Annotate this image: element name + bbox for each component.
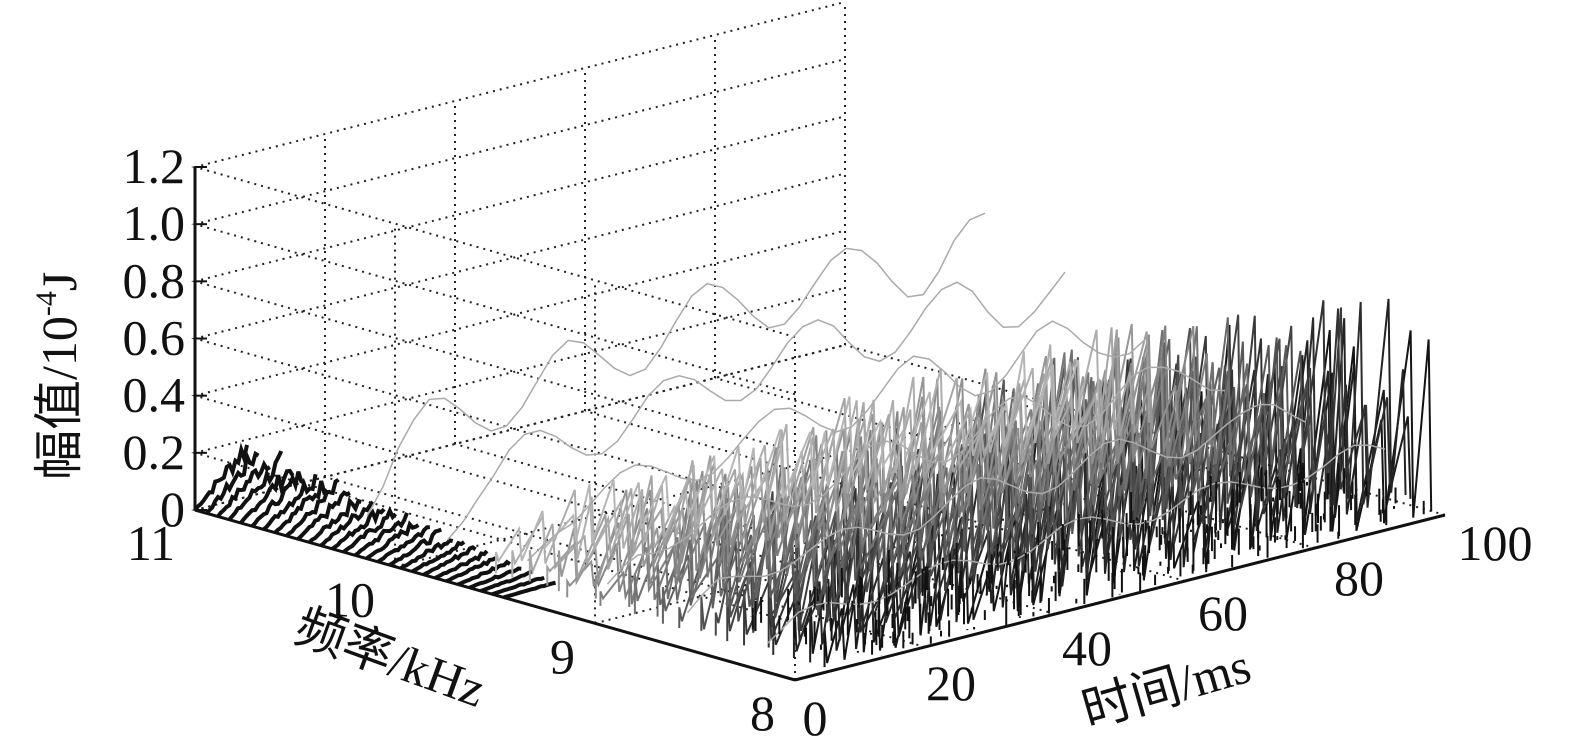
z-tick-label: 1.0 bbox=[123, 195, 186, 251]
surface-ridge bbox=[772, 301, 1391, 655]
surface-curve bbox=[446, 271, 1066, 541]
time-tick-label: 0 bbox=[803, 690, 828, 746]
floor-grid-time bbox=[324, 476, 926, 648]
surface-ridge bbox=[495, 351, 1082, 574]
surface-ridge bbox=[628, 352, 1213, 607]
surface-curve bbox=[366, 212, 986, 516]
surface-ridge bbox=[528, 327, 1134, 582]
surface-wedge-line bbox=[491, 575, 545, 597]
z-tick-label: 0.4 bbox=[123, 367, 186, 423]
surface-wedge-line bbox=[457, 559, 512, 587]
surface-wedge-line bbox=[342, 505, 398, 554]
surface-wedge-line bbox=[353, 512, 409, 558]
time-tick-label: 40 bbox=[1062, 620, 1112, 676]
floor-grid-time bbox=[454, 443, 1056, 615]
z-tick-label: 1.2 bbox=[123, 138, 186, 194]
surface-wedge-line bbox=[331, 507, 386, 551]
surface-wedge-line bbox=[227, 450, 284, 521]
floor-grid-time bbox=[714, 377, 1316, 549]
surface-wedge-line bbox=[307, 497, 362, 544]
time-tick-label: 80 bbox=[1334, 550, 1384, 606]
z-tick-label: 0.6 bbox=[123, 310, 186, 366]
surface-wedge-line bbox=[434, 549, 489, 580]
surface-wedge-line bbox=[480, 569, 534, 593]
z-tick-label: 0.8 bbox=[123, 252, 186, 308]
axis-lines bbox=[193, 166, 1446, 682]
surface-wedge-line bbox=[422, 545, 477, 577]
surface-curve bbox=[766, 444, 1386, 644]
z-tick-label: 0 bbox=[160, 481, 185, 537]
grid-lines bbox=[191, 1, 1446, 681]
grid-line-z bbox=[191, 58, 846, 396]
surface-mesh bbox=[193, 212, 1433, 668]
surface-ridge bbox=[809, 355, 1412, 663]
surface-wedge-line bbox=[285, 478, 340, 538]
freq-tick-label: 8 bbox=[750, 685, 775, 741]
y-axis-label: 频率/kHz bbox=[288, 598, 492, 718]
z-tick-label: 0.2 bbox=[123, 424, 186, 480]
z-axis-label-text: 幅值/10 bbox=[31, 316, 87, 480]
surface-wedge-line bbox=[204, 448, 260, 515]
surface-wedge-line bbox=[296, 490, 351, 541]
grid-line-z bbox=[191, 1, 846, 338]
z-axis-label: 幅值/10-4J bbox=[30, 272, 87, 480]
surface-wedge-line bbox=[365, 520, 420, 561]
freq-tick-label: 11 bbox=[127, 515, 175, 571]
time-tick-label: 60 bbox=[1198, 585, 1248, 641]
surface-wedge-line bbox=[388, 527, 442, 567]
surface-wedge-line bbox=[273, 480, 329, 535]
surface-wedge-line bbox=[319, 500, 375, 548]
surface-wedge-line bbox=[262, 473, 318, 531]
surface-wedge-line bbox=[445, 556, 499, 584]
surface-wedge-line bbox=[216, 459, 271, 518]
z-axis-label-unit: J bbox=[31, 272, 87, 291]
time-axis-line bbox=[794, 513, 1446, 682]
grid-line-z bbox=[191, 115, 846, 453]
freq-tick-label: 9 bbox=[550, 628, 575, 684]
surface-ridge bbox=[511, 329, 1101, 578]
surface-wedge-line bbox=[250, 471, 305, 528]
floor-grid-time bbox=[584, 410, 1186, 582]
freq-tick-label: 10 bbox=[325, 572, 375, 628]
time-tick-label: 20 bbox=[926, 655, 976, 711]
surface-curve bbox=[526, 320, 1146, 562]
surface-curve bbox=[686, 403, 1306, 614]
time-tick-label: 100 bbox=[1458, 515, 1533, 571]
z-axis-label-exponent: -4 bbox=[30, 291, 63, 316]
surface-wedge-line bbox=[376, 525, 430, 564]
surface-ridge bbox=[557, 323, 1154, 592]
surface-curve bbox=[606, 366, 1226, 585]
surface-wedge-line bbox=[411, 540, 466, 574]
freq-axis-line bbox=[194, 508, 796, 682]
surface-wedge-line bbox=[239, 468, 295, 525]
grid-line-z bbox=[191, 172, 846, 510]
surface-wedge-line bbox=[399, 538, 454, 570]
surface-wedge-line bbox=[193, 442, 249, 512]
